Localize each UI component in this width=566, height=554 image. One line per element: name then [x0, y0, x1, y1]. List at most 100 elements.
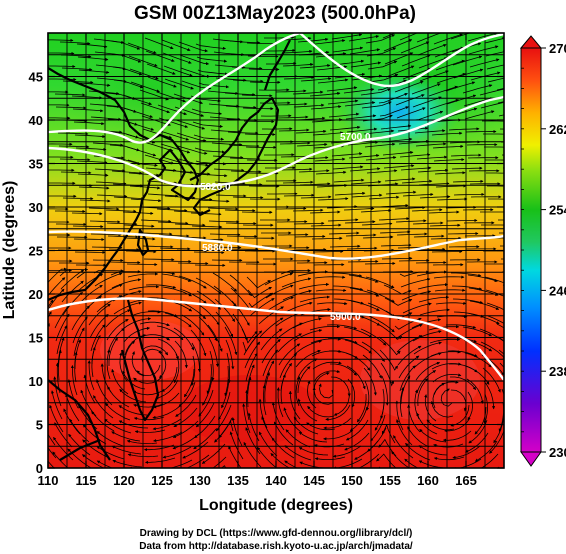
streamline — [145, 167, 177, 172]
streamline — [297, 398, 318, 422]
streamline — [276, 102, 308, 106]
streamline — [412, 330, 442, 342]
streamline — [82, 424, 107, 445]
streamline — [383, 164, 415, 169]
streamline — [329, 125, 361, 131]
streamline — [328, 231, 360, 235]
streamline — [370, 414, 386, 442]
streamline — [209, 233, 241, 237]
x-tick-label: 165 — [455, 473, 477, 488]
streamline — [314, 456, 346, 461]
streamline — [195, 43, 227, 50]
streamline — [74, 134, 106, 139]
streamline — [139, 206, 171, 211]
streamline — [384, 177, 416, 182]
streamline — [379, 349, 398, 371]
streamline — [452, 179, 484, 183]
streamline — [480, 341, 504, 360]
streamline — [208, 337, 219, 368]
streamline — [497, 336, 504, 342]
streamline — [264, 272, 294, 286]
streamline — [316, 301, 348, 306]
streamline — [265, 48, 296, 53]
streamline — [414, 129, 446, 134]
streamline — [346, 127, 378, 133]
streamline — [48, 299, 54, 308]
streamline — [176, 132, 207, 143]
streamline — [348, 35, 380, 42]
streamline — [77, 56, 109, 61]
streamline — [93, 269, 124, 274]
streamline — [364, 261, 396, 266]
japan-coast — [189, 96, 280, 217]
streamline — [487, 77, 504, 83]
streamline — [412, 221, 444, 225]
streamline — [418, 445, 448, 456]
streamline — [317, 315, 349, 319]
streamline — [218, 420, 234, 439]
streamline — [419, 308, 450, 316]
streamline — [380, 243, 412, 247]
streamline — [400, 166, 432, 171]
streamline — [368, 315, 395, 333]
streamline — [180, 301, 206, 320]
streamline — [163, 65, 193, 77]
streamline — [215, 404, 232, 432]
streamline — [298, 169, 330, 173]
streamline — [365, 276, 395, 289]
streamline — [413, 234, 445, 238]
streamline — [56, 325, 68, 355]
streamline — [207, 324, 223, 352]
streamline — [57, 132, 89, 136]
streamline — [159, 247, 191, 251]
streamline — [271, 401, 285, 431]
streamline — [111, 53, 142, 63]
streamline — [111, 170, 143, 175]
streamline — [248, 292, 274, 308]
streamline — [383, 39, 413, 52]
streamline — [310, 105, 342, 110]
streamline — [190, 212, 222, 216]
streamline — [221, 465, 227, 468]
streamline — [395, 219, 427, 223]
streamline — [349, 48, 381, 55]
streamline — [293, 221, 325, 225]
indochina-coast — [48, 379, 111, 461]
y-tick-label: 45 — [29, 70, 43, 85]
streamline — [177, 145, 208, 155]
streamline — [444, 417, 471, 433]
streamline — [126, 262, 158, 267]
streamline — [381, 137, 413, 143]
streamline — [292, 208, 324, 212]
streamline — [113, 79, 144, 89]
streamline — [317, 197, 349, 201]
streamline — [307, 405, 335, 418]
streamline — [362, 354, 382, 379]
streamline — [50, 390, 63, 420]
streamline — [385, 310, 413, 320]
streamline — [107, 327, 125, 354]
streamline — [381, 423, 396, 444]
streamline — [293, 103, 325, 108]
streamline — [227, 131, 259, 135]
streamline — [180, 67, 211, 78]
streamline — [241, 94, 273, 98]
streamline — [72, 316, 88, 344]
streamline — [430, 350, 461, 357]
streamline — [380, 124, 412, 130]
streamline — [224, 209, 256, 213]
streamline — [283, 193, 315, 197]
streamline — [469, 300, 500, 310]
streamline — [354, 440, 379, 460]
streamline — [347, 140, 379, 146]
streamline — [229, 40, 261, 45]
streamline — [331, 33, 363, 40]
streamline — [367, 182, 399, 187]
streamline — [497, 466, 500, 468]
streamline — [361, 101, 392, 109]
streamline — [62, 197, 94, 201]
philippines-coast — [120, 299, 160, 422]
streamline — [362, 235, 394, 239]
streamline — [470, 313, 500, 325]
streamline — [297, 270, 329, 277]
